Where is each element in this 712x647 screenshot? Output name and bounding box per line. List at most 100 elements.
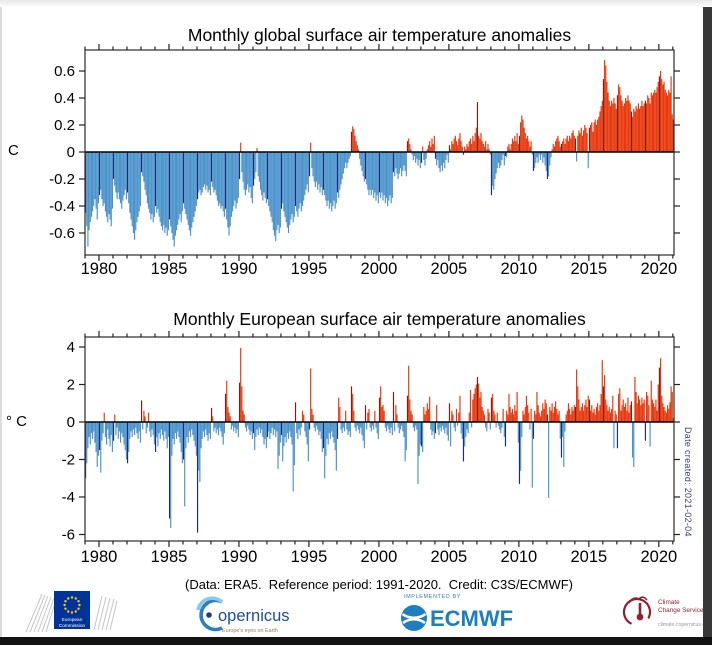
bar xyxy=(287,422,290,439)
bar xyxy=(549,407,551,422)
bar xyxy=(665,412,668,423)
bar xyxy=(426,149,428,152)
bar xyxy=(208,422,210,434)
bar xyxy=(507,146,509,152)
bar xyxy=(119,422,122,443)
bar xyxy=(496,152,498,169)
bar xyxy=(90,422,92,434)
bar xyxy=(189,422,192,437)
bar xyxy=(489,152,491,155)
bar xyxy=(356,145,358,152)
bar xyxy=(399,152,402,169)
bar xyxy=(352,126,354,152)
bar xyxy=(311,152,313,169)
bar xyxy=(336,152,339,193)
bar xyxy=(170,152,172,227)
bar xyxy=(369,422,371,428)
bar xyxy=(643,103,645,152)
bar xyxy=(423,407,425,422)
bar xyxy=(595,407,598,422)
bar xyxy=(588,127,591,152)
bar xyxy=(167,152,169,231)
x-tick-label: 2005 xyxy=(431,548,468,566)
bar xyxy=(545,403,547,422)
bar xyxy=(378,397,381,423)
bar xyxy=(259,422,262,434)
x-tick-label: 1980 xyxy=(81,548,118,566)
bar xyxy=(226,152,228,220)
bar xyxy=(467,422,469,434)
bar xyxy=(465,422,467,437)
x-tick-label: 2000 xyxy=(361,548,398,566)
bar xyxy=(653,403,655,422)
ec-label-line2: Commission xyxy=(59,623,86,629)
bar xyxy=(126,422,129,464)
bar xyxy=(297,152,299,217)
bar xyxy=(436,152,438,166)
bar xyxy=(135,152,137,231)
copernicus-dot-icon xyxy=(206,612,212,618)
bar xyxy=(503,422,505,437)
bar xyxy=(443,152,445,163)
bar xyxy=(273,152,276,236)
bar xyxy=(175,422,178,439)
bar xyxy=(472,135,474,152)
bar xyxy=(233,422,235,432)
bar xyxy=(425,152,427,159)
bar xyxy=(453,422,455,428)
bar xyxy=(584,125,586,152)
bar xyxy=(230,422,232,430)
bar xyxy=(89,422,91,445)
bar xyxy=(123,422,125,445)
bar xyxy=(564,422,566,432)
bar xyxy=(319,422,321,432)
bar xyxy=(200,152,202,196)
bar xyxy=(429,396,431,422)
bar xyxy=(160,152,162,227)
bar xyxy=(382,152,384,201)
bar xyxy=(661,79,663,152)
bar xyxy=(137,422,139,439)
bar xyxy=(461,146,463,152)
bar xyxy=(562,141,564,152)
bar xyxy=(258,152,260,182)
bar xyxy=(440,422,442,432)
bar xyxy=(146,152,148,204)
bar xyxy=(530,141,532,152)
bar xyxy=(101,422,103,441)
bar xyxy=(345,410,347,422)
bar xyxy=(524,133,526,152)
bar xyxy=(285,422,287,443)
bar xyxy=(268,422,270,432)
bar xyxy=(219,422,221,428)
bar xyxy=(601,360,603,423)
bar xyxy=(417,152,419,166)
bar xyxy=(244,422,246,428)
bar xyxy=(509,407,511,422)
bar xyxy=(612,395,614,422)
bar xyxy=(436,405,438,423)
bar xyxy=(534,410,536,422)
bar xyxy=(387,152,389,206)
bar xyxy=(641,397,643,423)
bar xyxy=(445,152,447,161)
bar xyxy=(567,403,570,422)
european-commission-flag-icon: European Commission xyxy=(25,591,118,633)
bar xyxy=(115,152,117,193)
bar xyxy=(600,393,602,423)
bar xyxy=(194,152,196,212)
bar xyxy=(425,410,427,422)
bar xyxy=(465,149,467,152)
bar xyxy=(129,152,131,213)
global-chart-title: Monthly global surface air temperature a… xyxy=(187,25,572,45)
bar xyxy=(347,152,349,163)
bar xyxy=(671,114,673,152)
bar xyxy=(528,141,530,152)
bar xyxy=(255,422,257,437)
bar xyxy=(186,152,188,220)
bar xyxy=(611,408,613,423)
bar xyxy=(262,422,264,437)
bar xyxy=(201,152,203,193)
bar xyxy=(371,422,374,426)
bar xyxy=(635,106,637,152)
